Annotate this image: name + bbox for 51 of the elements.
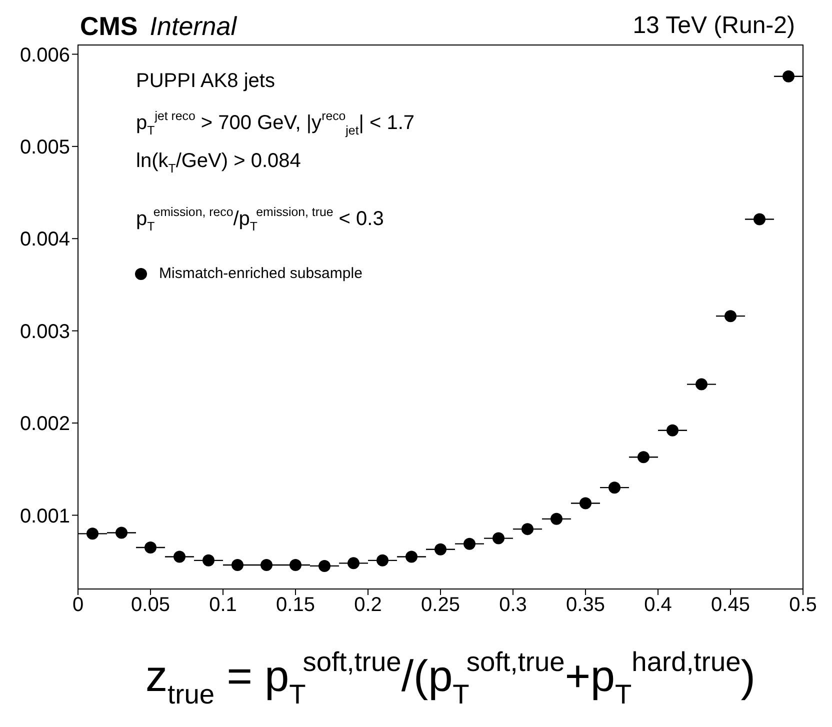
point [550, 512, 562, 525]
point [202, 554, 214, 566]
text: z$_{true}$ = p$_{T}$$^{soft,true}$/(p$_{T}$$^{soft,true}$+p$_{T}$$^{hard,true}$) [146, 646, 756, 710]
text: 13 TeV (Run-2) [632, 12, 795, 39]
point [464, 538, 476, 550]
y-tick-label: 0.005 [20, 136, 70, 159]
point [434, 543, 446, 556]
annotation: p$_{T}$$^{jet reco}$ > 700 GeV, |y$^{reco}$$_{jet}$| < 1.7 [136, 109, 415, 138]
annotation: ln(k$_{T}$/GeV) > 0.084 [136, 150, 301, 176]
x-tick-label: 0.4 [644, 594, 672, 616]
y-tick-label: 0.003 [20, 320, 70, 343]
point [406, 550, 418, 563]
point [696, 378, 708, 390]
y-tick-label: 0.002 [20, 413, 70, 436]
chart-title: CMS [80, 11, 138, 41]
x-tick-label: 0.45 [711, 594, 750, 616]
annotation: PUPPI AK8 jets [136, 70, 275, 92]
point [608, 482, 620, 494]
point [144, 542, 156, 554]
x-tick-label: 0.1 [209, 594, 237, 616]
point [348, 557, 360, 570]
y-tick-label: 0.004 [20, 228, 70, 251]
point [724, 310, 736, 322]
x-tick-label: 0.05 [131, 594, 170, 616]
chart-subtitle: Internal [150, 11, 238, 41]
legend-label: Mismatch-enriched subsample [159, 265, 362, 282]
x-tick-label: 0.3 [499, 594, 527, 616]
x-tick-label: 0.5 [789, 594, 817, 616]
point [376, 554, 388, 566]
y-tick-label: 0.006 [20, 44, 70, 66]
point [86, 528, 98, 540]
x-tick-label: 0.15 [276, 594, 315, 616]
point [580, 497, 592, 510]
point [638, 451, 650, 464]
point [116, 526, 128, 539]
x-tick-label: 0.2 [354, 594, 382, 616]
point [782, 70, 794, 82]
point [318, 560, 330, 572]
x-tick-label: 0.35 [566, 594, 605, 616]
x-tick-label: 0 [72, 594, 84, 616]
annotation: p$_{T}$$^{emission, reco}$/p$_{T}$$^{emission, true}$ < 0.3 [136, 205, 384, 234]
x-tick-label: 0.25 [421, 594, 460, 616]
point [232, 559, 244, 572]
point [290, 559, 302, 572]
y-tick-label: 0.001 [20, 505, 70, 528]
point [522, 523, 534, 536]
point [260, 559, 272, 572]
point [754, 213, 766, 226]
point [666, 424, 678, 436]
point [174, 550, 186, 563]
point [492, 532, 504, 544]
